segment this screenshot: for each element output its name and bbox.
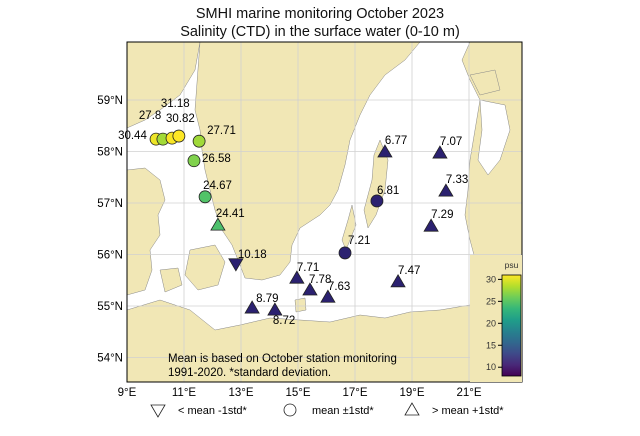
land-norway [127,42,201,129]
legend-symbol-circle [283,403,297,417]
x-tick-label: 13°E [228,387,253,399]
map-frame [126,41,523,383]
station-marker [289,270,305,284]
station-marker [192,134,206,148]
land-bornholm [294,297,307,313]
colorbar-tick-label: 15 [486,340,496,350]
legend-symbol-triangle-down [150,404,166,418]
note-line-1: Mean is based on October station monitor… [168,353,397,365]
station-label: 24.41 [216,208,245,220]
y-tick-label: 57°N [97,198,123,210]
station-label: 8.72 [273,315,295,327]
colorbar [501,274,522,377]
station-marker [320,289,336,303]
station-label: 24.67 [203,180,232,192]
station-label: 7.33 [446,174,468,186]
station-label: 27.71 [207,125,236,137]
station-label: 7.47 [398,265,420,277]
x-tick-label: 9°E [118,387,137,399]
x-tick-label: 19°E [399,387,424,399]
station-marker [210,217,226,231]
land-zealand [184,244,226,291]
colorbar-tick-label: 30 [486,274,496,284]
x-tick-label: 15°E [285,387,310,399]
station-marker [187,154,201,168]
station-label: 10.18 [238,249,267,261]
station-label: 26.58 [202,153,231,165]
legend-symbol-triangle-up [404,402,420,416]
station-marker [244,300,260,314]
gulf-of-riga [477,99,511,176]
station-marker [198,190,212,204]
x-tick-label: 17°E [342,387,367,399]
station-label: 7.71 [297,262,319,274]
land-layer [127,42,522,382]
station-label: 7.21 [348,235,370,247]
colorbar-label: psu [505,260,519,270]
chart-title: SMHI marine monitoring October 2023 [195,6,445,22]
land-germany-poland [127,299,522,382]
note-line-2: 1991-2020. *standard deviation. [168,367,331,379]
station-label: 7.78 [309,274,331,286]
station-marker [302,282,318,296]
station-marker [338,246,352,260]
station-label: 6.77 [385,135,407,147]
station-label: 30.44 [118,130,147,142]
y-tick-label: 54°N [97,353,123,365]
station-label: 30.82 [166,113,195,125]
station-marker [267,302,283,316]
station-label: 7.07 [440,136,462,148]
station-label: 7.63 [328,281,350,293]
land-saaremaa [469,69,501,96]
land-gotland [363,139,389,229]
legend-label: mean ±1std* [312,405,374,417]
station-marker [172,129,186,143]
land-funen [159,267,183,293]
station-label: 8.79 [256,293,278,305]
land-sweden [194,42,421,281]
legend-label: < mean -1std* [178,405,248,417]
colorbar-tick-label: 25 [486,296,496,306]
chart-subtitle: Salinity (CTD) in the surface water (0-1… [180,24,460,40]
station-marker [228,258,244,272]
y-tick-label: 58°N [97,147,123,159]
station-label: 6.81 [377,185,399,197]
station-marker [423,218,439,232]
legend-label: > mean +1std* [432,405,504,417]
station-marker [377,144,393,158]
land-jutland [127,167,166,296]
x-tick-label: 21°E [456,387,481,399]
station-label: 7.29 [431,209,453,221]
station-marker [390,274,406,288]
station-marker [370,194,384,208]
colorbar-tick-label: 10 [486,362,496,372]
colorbar-tick-label: 20 [486,318,496,328]
station-label: 31.18 [161,98,190,110]
y-tick-label: 56°N [97,250,123,262]
y-tick-label: 55°N [97,301,123,313]
station-marker [438,183,454,197]
station-label: 27.8 [139,110,161,122]
station-marker [432,145,448,159]
y-tick-label: 59°N [97,95,123,107]
x-tick-label: 11°E [172,387,197,399]
